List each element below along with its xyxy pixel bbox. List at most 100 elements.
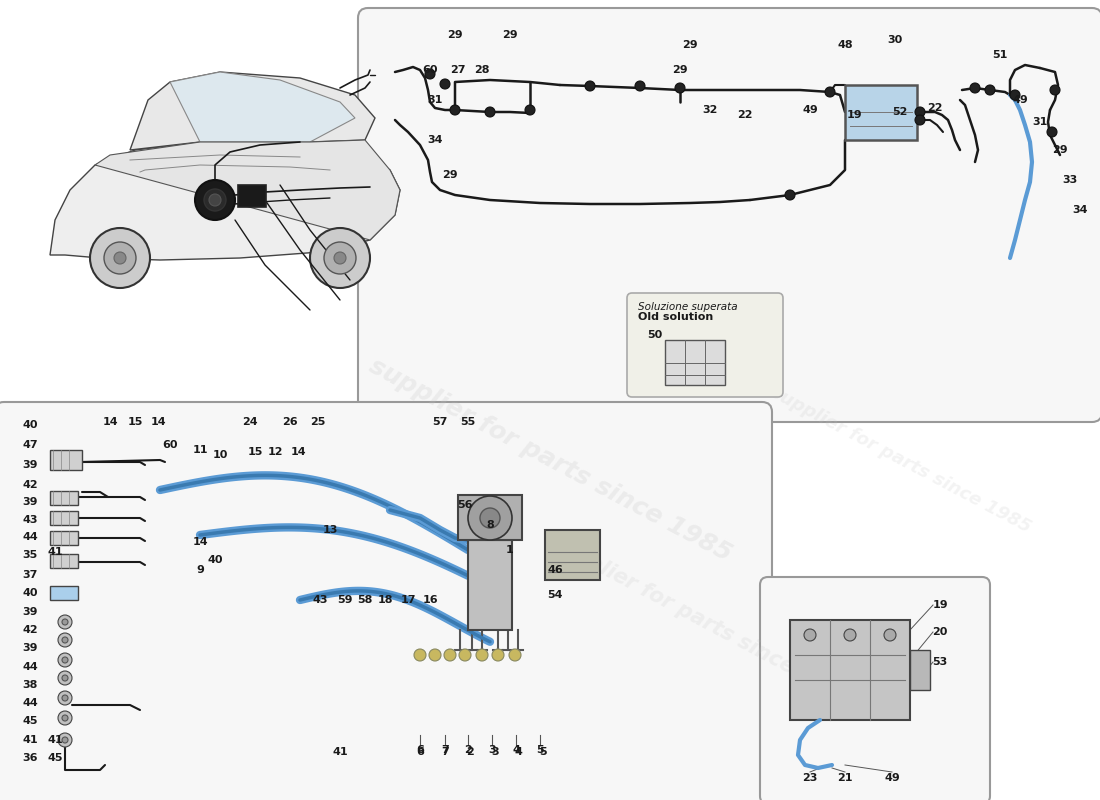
- Text: 41: 41: [22, 735, 37, 745]
- Circle shape: [509, 649, 521, 661]
- Bar: [544, 530, 600, 580]
- Text: 27: 27: [450, 65, 465, 75]
- Text: 56: 56: [458, 500, 473, 510]
- Text: 49: 49: [1012, 95, 1027, 105]
- Text: 30: 30: [888, 35, 903, 45]
- Text: 16: 16: [422, 595, 438, 605]
- FancyBboxPatch shape: [760, 577, 990, 800]
- Circle shape: [414, 649, 426, 661]
- Text: 33: 33: [1063, 175, 1078, 185]
- Circle shape: [444, 649, 456, 661]
- Circle shape: [62, 715, 68, 721]
- Text: 39: 39: [22, 497, 37, 507]
- Text: 37: 37: [22, 570, 37, 580]
- Circle shape: [334, 252, 346, 264]
- Text: supplier for parts since 1985: supplier for parts since 1985: [365, 354, 735, 566]
- Bar: [845, 85, 917, 140]
- Text: 44: 44: [22, 662, 37, 672]
- Circle shape: [90, 228, 150, 288]
- Circle shape: [675, 83, 685, 93]
- Text: 40: 40: [22, 588, 37, 598]
- Polygon shape: [170, 72, 355, 142]
- Circle shape: [970, 83, 980, 93]
- Text: 24: 24: [242, 417, 257, 427]
- Circle shape: [884, 629, 896, 641]
- Text: 13: 13: [322, 525, 338, 535]
- Bar: [50, 511, 78, 525]
- Text: 44: 44: [22, 698, 37, 708]
- Text: 11: 11: [192, 445, 208, 455]
- Circle shape: [585, 81, 595, 91]
- Circle shape: [204, 189, 226, 211]
- Text: 14: 14: [102, 417, 118, 427]
- Bar: [666, 340, 725, 385]
- Text: 5: 5: [539, 747, 547, 757]
- Text: 7: 7: [441, 747, 449, 757]
- Text: 3: 3: [492, 747, 498, 757]
- Circle shape: [480, 508, 501, 528]
- Circle shape: [450, 105, 460, 115]
- Circle shape: [62, 695, 68, 701]
- Bar: [910, 650, 930, 690]
- Text: 58: 58: [358, 595, 373, 605]
- Text: 34: 34: [427, 135, 442, 145]
- Text: 45: 45: [47, 753, 63, 763]
- Text: 39: 39: [22, 607, 37, 617]
- Circle shape: [525, 105, 535, 115]
- FancyBboxPatch shape: [358, 8, 1100, 422]
- Text: 54: 54: [548, 590, 563, 600]
- Circle shape: [429, 649, 441, 661]
- Text: 9: 9: [196, 565, 204, 575]
- Text: 10: 10: [212, 450, 228, 460]
- Circle shape: [915, 115, 925, 125]
- FancyBboxPatch shape: [0, 402, 772, 800]
- Text: 47: 47: [22, 440, 37, 450]
- Text: 57: 57: [432, 417, 448, 427]
- Circle shape: [440, 79, 450, 89]
- Circle shape: [492, 649, 504, 661]
- Text: 29: 29: [1053, 145, 1068, 155]
- Text: 23: 23: [802, 773, 817, 783]
- Text: 43: 43: [312, 595, 328, 605]
- Text: 38: 38: [22, 680, 37, 690]
- Text: 53: 53: [933, 657, 947, 667]
- Circle shape: [459, 649, 471, 661]
- Text: 19: 19: [932, 600, 948, 610]
- Text: supplier for parts since 1985: supplier for parts since 1985: [546, 531, 855, 709]
- Circle shape: [476, 649, 488, 661]
- Text: 14: 14: [192, 537, 208, 547]
- Text: 49: 49: [802, 105, 818, 115]
- Circle shape: [425, 69, 435, 79]
- Text: 40: 40: [207, 555, 222, 565]
- Circle shape: [915, 107, 925, 117]
- Text: 40: 40: [22, 420, 37, 430]
- Text: 6: 6: [416, 745, 424, 755]
- Text: 60: 60: [422, 65, 438, 75]
- Text: 49: 49: [884, 773, 900, 783]
- Text: 59: 59: [338, 595, 353, 605]
- Text: 22: 22: [737, 110, 752, 120]
- Text: 55: 55: [461, 417, 475, 427]
- Bar: [50, 531, 78, 545]
- Text: 42: 42: [22, 480, 37, 490]
- Text: 43: 43: [22, 515, 37, 525]
- Circle shape: [324, 242, 356, 274]
- Text: 15: 15: [248, 447, 263, 457]
- Text: 4: 4: [514, 747, 521, 757]
- Text: supplier for parts since 1985: supplier for parts since 1985: [767, 383, 1034, 537]
- FancyBboxPatch shape: [627, 293, 783, 397]
- Bar: [468, 540, 512, 630]
- Text: 52: 52: [892, 107, 907, 117]
- Circle shape: [485, 107, 495, 117]
- Text: 1: 1: [506, 545, 514, 555]
- Text: 2: 2: [466, 747, 474, 757]
- Text: 35: 35: [22, 550, 37, 560]
- Circle shape: [62, 619, 68, 625]
- Text: 15: 15: [128, 417, 143, 427]
- Text: 28: 28: [474, 65, 490, 75]
- Text: 34: 34: [1072, 205, 1088, 215]
- Bar: [50, 554, 78, 568]
- Text: 31: 31: [427, 95, 442, 105]
- Text: 41: 41: [332, 747, 348, 757]
- Circle shape: [209, 194, 221, 206]
